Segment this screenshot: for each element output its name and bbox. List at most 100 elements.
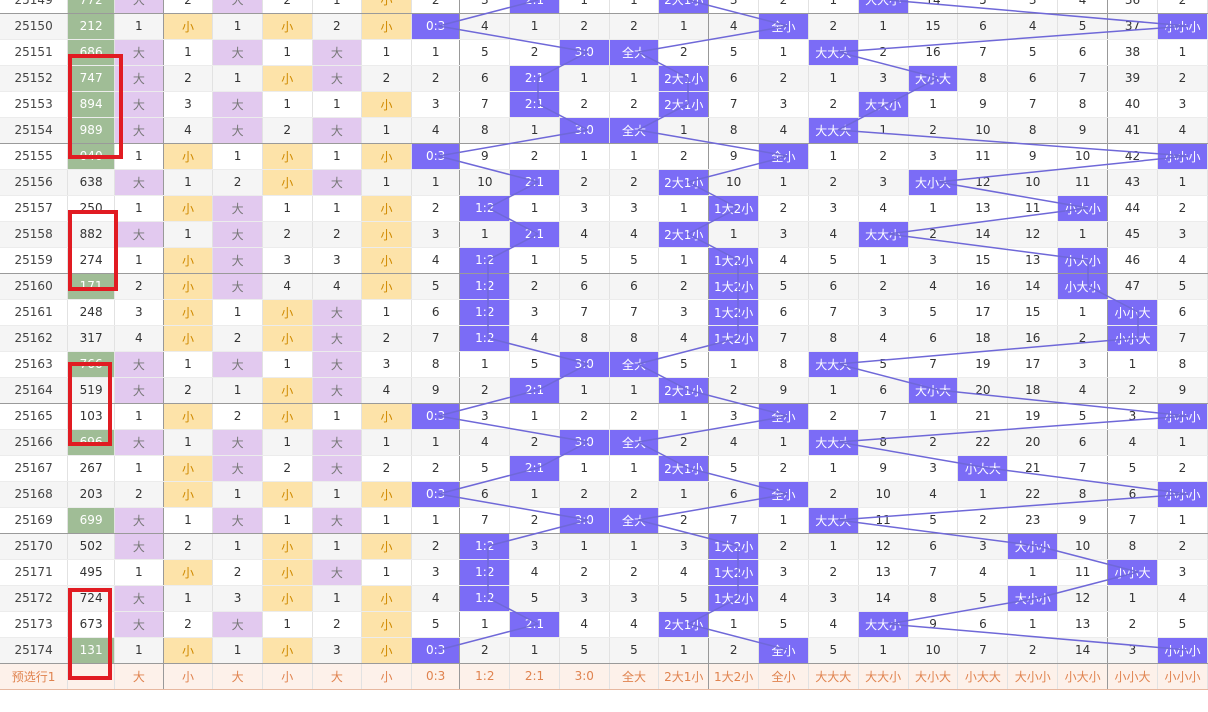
pattern-cell: 1:2 xyxy=(459,325,511,352)
pattern-cell: 4 xyxy=(957,559,1009,586)
pattern-cell: 4 xyxy=(312,273,363,300)
pattern-cell: 大 xyxy=(114,39,164,66)
draw-sum-cell: 274 xyxy=(67,247,116,274)
pattern-cell: 6 xyxy=(957,611,1009,638)
preselect-option[interactable]: 大 xyxy=(114,663,164,690)
table-row: 25167 267 1 小大 2 大 2 2 5 2:1 1 1 2大1小 5 2 1 9 3 小大大 21 7 5 2 xyxy=(0,455,1208,482)
pattern-cell: 1:2 xyxy=(459,195,511,222)
pattern-cell: 7 xyxy=(758,325,809,352)
pattern-cell: 1 xyxy=(163,221,214,248)
pattern-cell: 3 xyxy=(908,247,959,274)
pattern-cell: 小 xyxy=(163,247,214,274)
pattern-cell: 1 xyxy=(509,481,560,508)
pattern-cell: 大 xyxy=(312,507,363,534)
pattern-cell: 1 xyxy=(411,507,461,534)
pattern-cell: 1 xyxy=(658,637,710,664)
pattern-cell: 4 xyxy=(1157,247,1208,274)
pattern-cell: 1 xyxy=(262,611,313,638)
pattern-cell: 6 xyxy=(858,377,909,404)
pattern-cell: 3 xyxy=(312,637,363,664)
table-row: 25159 274 1 小大 3 3 小 4 1:2 1 5 5 1 1大2小 4 5 1 3 15 13 小大小 46 4 xyxy=(0,247,1208,274)
pattern-cell: 1 xyxy=(658,481,710,508)
pattern-cell: 2 xyxy=(758,65,809,92)
preselect-option[interactable]: 大 xyxy=(212,663,263,690)
pattern-cell: 4 xyxy=(1157,585,1208,612)
pattern-cell: 大 xyxy=(312,299,363,326)
draw-sum-cell: 248 xyxy=(67,299,116,326)
pattern-cell: 7 xyxy=(957,637,1009,664)
pattern-cell: 22 xyxy=(957,429,1009,456)
pattern-cell: 0:3 xyxy=(411,481,461,508)
preselect-option[interactable]: 小 xyxy=(361,663,412,690)
pattern-cell: 2 xyxy=(658,507,710,534)
pattern-cell: 1 xyxy=(559,533,610,560)
preselect-option[interactable]: 大 xyxy=(312,663,363,690)
pattern-cell: 1 xyxy=(262,429,313,456)
pattern-cell: 7 xyxy=(1057,65,1109,92)
issue-number-cell: 25151 xyxy=(0,39,69,66)
pattern-cell: 1 xyxy=(509,117,560,144)
pattern-cell: 5 xyxy=(708,39,760,66)
pattern-cell: 6 xyxy=(957,13,1009,40)
pattern-cell: 2 xyxy=(609,169,660,196)
preselect-option[interactable]: 大大大 xyxy=(808,663,859,690)
pattern-cell: 0:3 xyxy=(411,13,461,40)
pattern-cell: 11 xyxy=(1007,195,1059,222)
pattern-cell: 1 xyxy=(212,13,263,40)
pattern-cell: 1 xyxy=(262,507,313,534)
preselect-option[interactable]: 2大1小 xyxy=(658,663,710,690)
pattern-cell: 2 xyxy=(1107,377,1158,404)
issue-number-cell: 25168 xyxy=(0,481,69,508)
preselect-option[interactable]: 小大大 xyxy=(957,663,1009,690)
issue-number-cell: 25172 xyxy=(0,585,69,612)
preselect-option[interactable]: 全大 xyxy=(609,663,660,690)
pattern-cell: 4 xyxy=(758,247,809,274)
preselect-option[interactable]: 3:0 xyxy=(559,663,610,690)
preselect-option[interactable]: 小 xyxy=(262,663,313,690)
pattern-cell: 2:1 xyxy=(509,221,560,248)
pattern-cell: 1 xyxy=(559,0,610,14)
pattern-cell: 1 xyxy=(708,221,760,248)
pattern-cell: 5 xyxy=(459,455,511,482)
draw-sum-cell: 772 xyxy=(67,0,116,14)
pattern-cell: 4 xyxy=(658,325,710,352)
pattern-cell: 8 xyxy=(609,325,660,352)
preselect-option[interactable]: 大小小 xyxy=(1007,663,1059,690)
preselect-option[interactable]: 1:2 xyxy=(459,663,511,690)
preselect-option[interactable]: 小小小 xyxy=(1157,663,1208,690)
pattern-cell: 2 xyxy=(163,0,214,14)
pattern-cell: 1 xyxy=(114,559,164,586)
pattern-cell: 11 xyxy=(957,143,1009,170)
pattern-cell: 2大1小 xyxy=(658,377,710,404)
pattern-cell: 4 xyxy=(1057,0,1109,14)
pattern-cell: 9 xyxy=(858,455,909,482)
pattern-cell: 3 xyxy=(509,533,560,560)
pattern-cell: 3 xyxy=(1157,559,1208,586)
pattern-cell: 1 xyxy=(808,65,859,92)
table-row: 25173 673 大 2 大 1 2 小 5 1 2:1 4 4 2大1小 1 5 4 大大小 9 6 1 13 2 5 xyxy=(0,611,1208,638)
preselect-option[interactable]: 1大2小 xyxy=(708,663,760,690)
preselect-option[interactable]: 小小大 xyxy=(1107,663,1158,690)
pattern-cell: 5 xyxy=(1057,403,1109,430)
preselect-option[interactable]: 小 xyxy=(163,663,214,690)
preselect-option[interactable]: 小大小 xyxy=(1057,663,1109,690)
pattern-cell: 大 xyxy=(312,117,363,144)
pattern-cell: 2 xyxy=(658,39,710,66)
preselect-option[interactable]: 全小 xyxy=(758,663,809,690)
preselect-option[interactable]: 大小大 xyxy=(908,663,959,690)
pattern-cell: 4 xyxy=(559,611,610,638)
preselect-option[interactable]: 0:3 xyxy=(411,663,461,690)
pattern-cell: 小 xyxy=(163,195,214,222)
pattern-cell: 39 xyxy=(1107,65,1158,92)
pattern-cell: 小 xyxy=(262,377,313,404)
pattern-cell: 3 xyxy=(1107,403,1158,430)
pattern-cell: 18 xyxy=(957,325,1009,352)
pattern-cell: 3 xyxy=(609,585,660,612)
pattern-cell: 小 xyxy=(262,65,313,92)
preselect-option[interactable]: 2:1 xyxy=(509,663,560,690)
draw-sum-cell: 747 xyxy=(67,65,116,92)
pattern-cell: 10 xyxy=(908,637,959,664)
pattern-cell: 小 xyxy=(163,455,214,482)
pattern-cell: 小 xyxy=(262,533,313,560)
preselect-option[interactable]: 大大小 xyxy=(858,663,909,690)
